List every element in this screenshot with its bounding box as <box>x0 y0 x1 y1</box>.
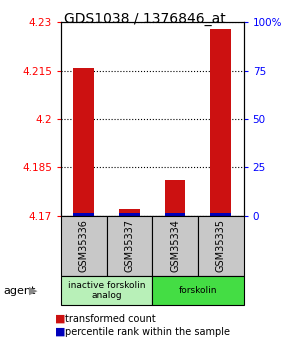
Text: GDS1038 / 1376846_at: GDS1038 / 1376846_at <box>64 12 226 26</box>
Bar <box>73 68 94 216</box>
Text: transformed count: transformed count <box>65 314 156 324</box>
Bar <box>61 276 152 305</box>
Text: inactive forskolin
analog: inactive forskolin analog <box>68 281 145 300</box>
Text: agent: agent <box>3 286 35 296</box>
Bar <box>61 216 106 276</box>
Bar <box>165 213 185 216</box>
Text: ■: ■ <box>55 314 66 324</box>
Text: forskolin: forskolin <box>179 286 217 295</box>
Bar <box>165 180 185 216</box>
Bar <box>211 29 231 216</box>
Text: ■: ■ <box>55 327 66 337</box>
Bar <box>198 216 244 276</box>
Bar <box>152 216 198 276</box>
Text: GSM35334: GSM35334 <box>170 219 180 272</box>
Text: ▶: ▶ <box>29 286 38 296</box>
Bar <box>73 213 94 216</box>
Bar <box>211 213 231 216</box>
Text: GSM35336: GSM35336 <box>79 219 89 272</box>
Bar <box>106 216 152 276</box>
Bar <box>119 209 140 216</box>
Bar <box>119 213 140 216</box>
Bar <box>152 276 244 305</box>
Text: GSM35337: GSM35337 <box>124 219 134 272</box>
Text: GSM35335: GSM35335 <box>216 219 226 272</box>
Text: percentile rank within the sample: percentile rank within the sample <box>65 327 230 337</box>
